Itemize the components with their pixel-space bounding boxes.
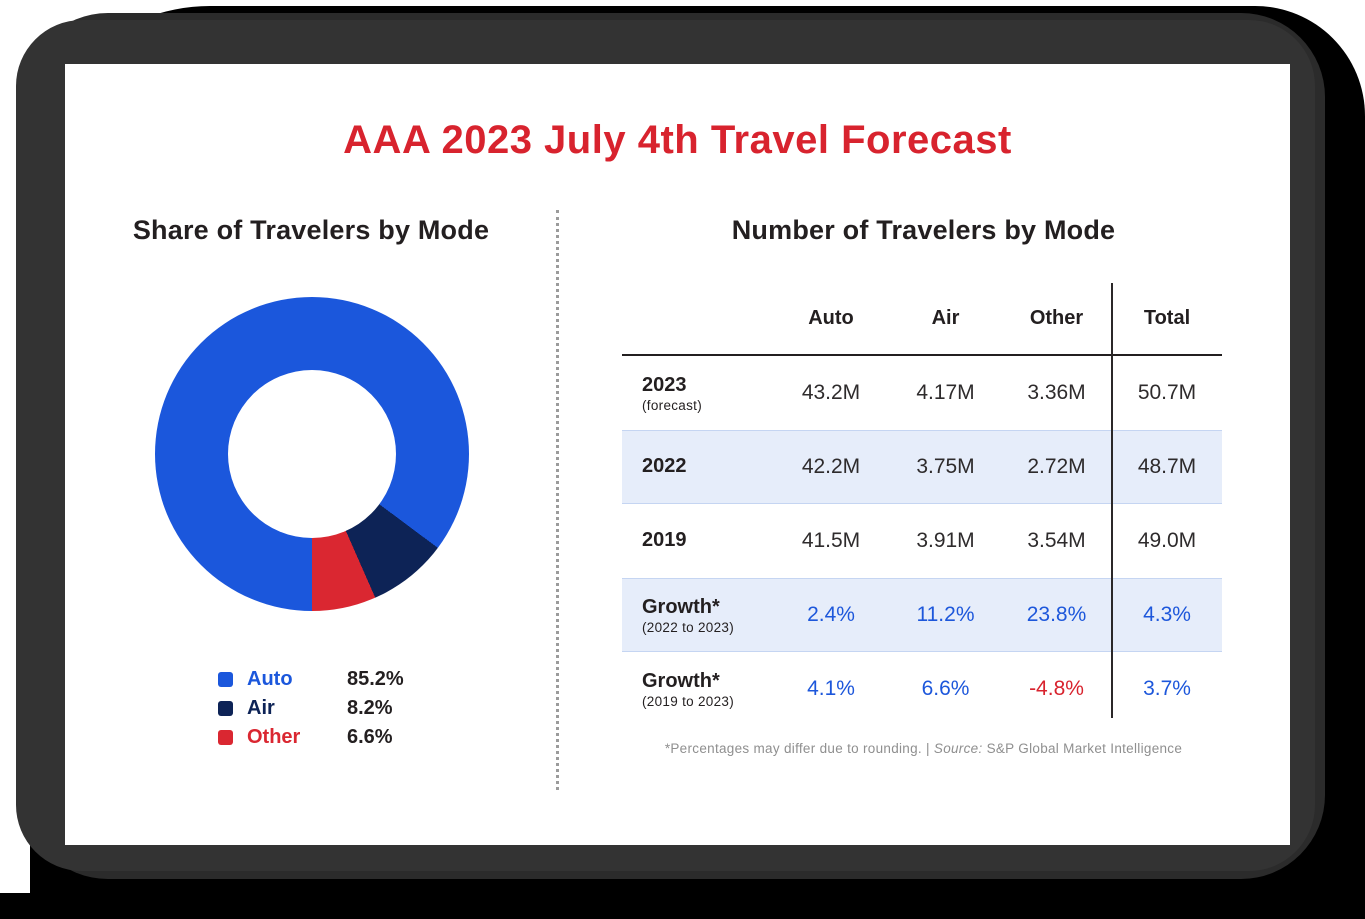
legend-item-auto: Auto 85.2%	[218, 665, 404, 694]
footnote-source-label: Source:	[933, 741, 983, 756]
legend-swatch-other	[218, 730, 233, 745]
table-row-2019: 2019 41.5M 3.91M 3.54M 49.0M	[622, 504, 1222, 578]
table-header-other: Other	[1029, 307, 1084, 329]
legend-label-auto: Auto	[247, 668, 293, 690]
table-section-heading: Number of Travelers by Mode	[731, 215, 1116, 245]
infographic-card: AAA 2023 July 4th Travel Forecast Share …	[65, 64, 1290, 845]
page-title: AAA 2023 July 4th Travel Forecast	[343, 118, 1012, 162]
legend-item-air: Air 8.2%	[218, 694, 404, 723]
cell-growth1-total: 4.3%	[1143, 603, 1191, 626]
table-footnote: *Percentages may differ due to rounding.…	[557, 741, 1290, 756]
donut-section-heading: Share of Travelers by Mode	[132, 215, 490, 245]
table-total-divider	[1111, 283, 1113, 718]
cell-2023-other: 3.36M	[1027, 381, 1086, 404]
cell-2023-total: 50.7M	[1137, 381, 1197, 404]
cell-2023-auto: 43.2M	[801, 381, 861, 404]
cell-2019-total: 49.0M	[1137, 529, 1197, 552]
table-row-growth-2019-2023: Growth* (2019 to 2023) 4.1% 6.6% -4.8% 3…	[622, 652, 1222, 726]
legend-swatch-auto	[218, 672, 233, 687]
cell-2019-air: 3.91M	[916, 529, 975, 552]
row-label-cell: Growth* (2022 to 2023)	[642, 595, 735, 635]
table-row-growth-2022-2023: Growth* (2022 to 2023) 2.4% 11.2% 23.8% …	[622, 578, 1222, 652]
row-label-cell: 2022	[642, 455, 687, 477]
table-row-2023: 2023 (forecast) 43.2M 4.17M 3.36M 50.7M	[622, 356, 1222, 430]
chart-legend: Auto 85.2% Air 8.2% Other 6.6%	[218, 665, 404, 752]
cell-2019-auto: 41.5M	[801, 529, 861, 552]
legend-swatch-air	[218, 701, 233, 716]
legend-value-air: 8.2%	[347, 697, 393, 719]
cell-growth2-other: -4.8%	[1029, 677, 1084, 700]
cell-growth2-auto: 4.1%	[807, 677, 855, 700]
legend-item-other: Other 6.6%	[218, 723, 404, 752]
footnote-source-text: S&P Global Market Intelligence	[982, 741, 1183, 756]
cell-2022-air: 3.75M	[916, 455, 975, 478]
row-label-cell: 2023 (forecast)	[642, 373, 703, 413]
table-header-total: Total	[1143, 307, 1191, 329]
legend-value-other: 6.6%	[347, 726, 393, 748]
row-label-cell: Growth* (2019 to 2023)	[642, 669, 735, 709]
cell-growth1-air: 11.2%	[916, 603, 975, 626]
cell-2023-air: 4.17M	[916, 381, 975, 404]
cell-growth1-other: 23.8%	[1026, 603, 1087, 626]
legend-value-auto: 85.2%	[347, 668, 404, 690]
legend-label-other: Other	[247, 726, 301, 748]
cell-growth2-air: 6.6%	[921, 677, 970, 700]
legend-label-air: Air	[247, 697, 275, 719]
footnote-text: *Percentages may differ due to rounding.…	[664, 741, 934, 756]
table-header-auto: Auto	[808, 307, 854, 329]
travelers-table: Auto Air Other Total 2023 (forecast) 43.…	[622, 283, 1222, 726]
cell-2022-auto: 42.2M	[801, 455, 861, 478]
mockup-shadow-bottom	[0, 893, 1365, 919]
row-label-cell: 2019	[642, 529, 687, 551]
section-divider	[556, 210, 559, 790]
table-row-2022: 2022 42.2M 3.75M 2.72M 48.7M	[622, 430, 1222, 504]
table-header-air: Air	[931, 307, 960, 329]
table-header-row: Auto Air Other Total	[622, 283, 1222, 356]
cell-2019-other: 3.54M	[1027, 529, 1086, 552]
donut-hole	[228, 370, 396, 538]
cell-2022-total: 48.7M	[1137, 455, 1197, 478]
cell-2022-other: 2.72M	[1027, 455, 1086, 478]
donut-chart	[155, 297, 469, 611]
cell-growth1-auto: 2.4%	[807, 603, 855, 626]
cell-growth2-total: 3.7%	[1143, 677, 1191, 700]
